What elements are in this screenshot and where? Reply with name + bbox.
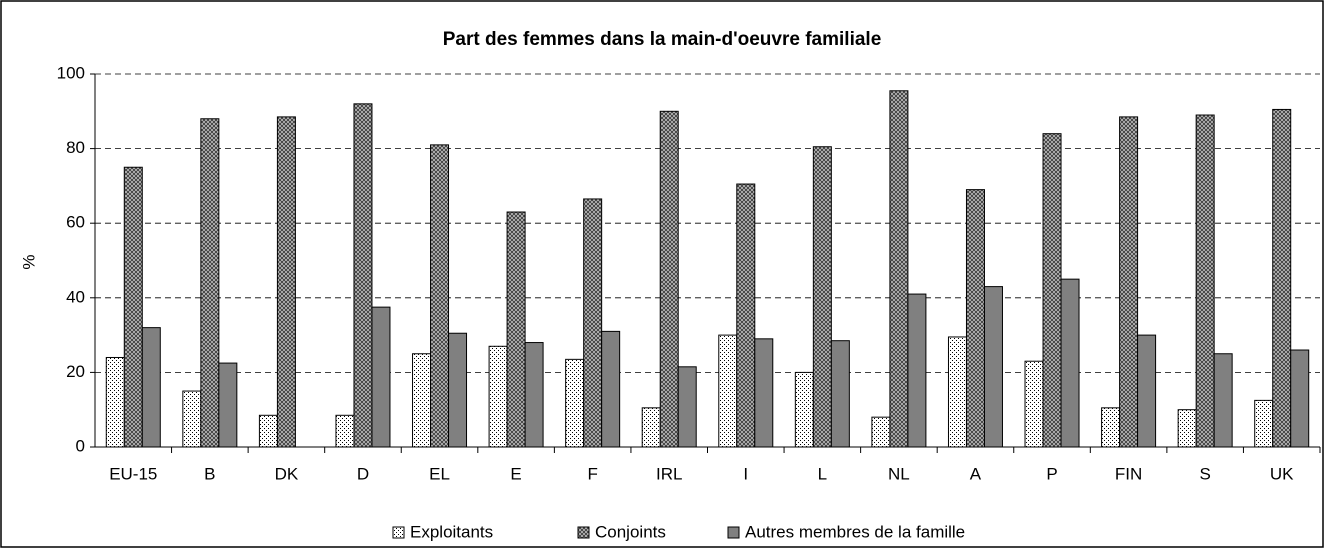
x-tick-label: L <box>818 464 827 483</box>
bar <box>353 103 373 448</box>
legend-swatch <box>727 526 740 539</box>
bar <box>524 342 544 448</box>
bar <box>641 407 661 448</box>
legend-label: Exploitants <box>410 522 493 541</box>
y-axis-label: % <box>19 254 38 269</box>
bar <box>1042 133 1062 448</box>
bar <box>123 166 143 448</box>
bar <box>1272 108 1292 448</box>
bar <box>105 356 125 448</box>
bar <box>754 338 774 448</box>
bar <box>659 110 679 448</box>
bar <box>1195 114 1215 448</box>
bar <box>889 90 909 448</box>
bar <box>335 414 355 448</box>
bar <box>488 345 508 448</box>
bar <box>565 358 585 448</box>
bar <box>583 198 603 448</box>
bar <box>830 340 850 448</box>
x-tick-label: D <box>357 464 369 483</box>
y-tick-label: 0 <box>76 436 85 455</box>
x-tick-label: DK <box>275 464 299 483</box>
legend-label: Autres membres de la famille <box>745 522 965 541</box>
bar <box>1177 409 1197 448</box>
x-tick-label: S <box>1199 464 1210 483</box>
x-tick-label: EL <box>429 464 450 483</box>
bar <box>506 211 526 448</box>
y-tick-label: 20 <box>66 362 85 381</box>
x-tick-label: P <box>1046 464 1057 483</box>
bar <box>907 293 927 448</box>
bar <box>871 416 891 448</box>
y-tick-label: 80 <box>66 138 85 157</box>
bar <box>200 118 220 448</box>
bar <box>218 362 238 448</box>
bar <box>983 286 1003 448</box>
bar <box>412 353 432 448</box>
x-tick-label: I <box>743 464 748 483</box>
legend-swatch <box>392 526 405 539</box>
bar <box>601 330 621 448</box>
bar <box>276 116 296 448</box>
bar <box>430 144 450 448</box>
x-tick-label: E <box>510 464 521 483</box>
bar <box>1101 407 1121 448</box>
bar <box>736 183 756 448</box>
bar <box>141 327 161 448</box>
x-tick-label: F <box>587 464 597 483</box>
bar <box>794 371 814 448</box>
bar <box>1290 349 1310 448</box>
bar <box>258 414 278 448</box>
y-tick-label: 60 <box>66 213 85 232</box>
bar <box>1119 116 1139 448</box>
bar <box>718 334 738 448</box>
bar <box>812 146 832 448</box>
y-tick-label: 100 <box>57 63 85 82</box>
bar <box>1024 360 1044 448</box>
bar <box>448 332 468 448</box>
bar <box>371 306 391 448</box>
bar <box>1213 353 1233 448</box>
bar <box>182 390 202 448</box>
bar <box>947 336 967 448</box>
bar <box>1137 334 1157 448</box>
y-tick-label: 40 <box>66 287 85 306</box>
bar <box>677 366 697 448</box>
chart-title: Part des femmes dans la main-d'oeuvre fa… <box>443 29 882 50</box>
legend-swatch <box>577 526 590 539</box>
x-tick-label: A <box>970 464 982 483</box>
bar <box>1254 399 1274 448</box>
x-tick-label: NL <box>888 464 910 483</box>
bar <box>1060 278 1080 448</box>
x-tick-label: IRL <box>656 464 682 483</box>
x-tick-label: UK <box>1270 464 1294 483</box>
bar <box>965 189 985 448</box>
x-tick-label: EU-15 <box>109 464 157 483</box>
x-tick-label: FIN <box>1115 464 1142 483</box>
legend-label: Conjoints <box>595 522 666 541</box>
x-tick-label: B <box>204 464 215 483</box>
